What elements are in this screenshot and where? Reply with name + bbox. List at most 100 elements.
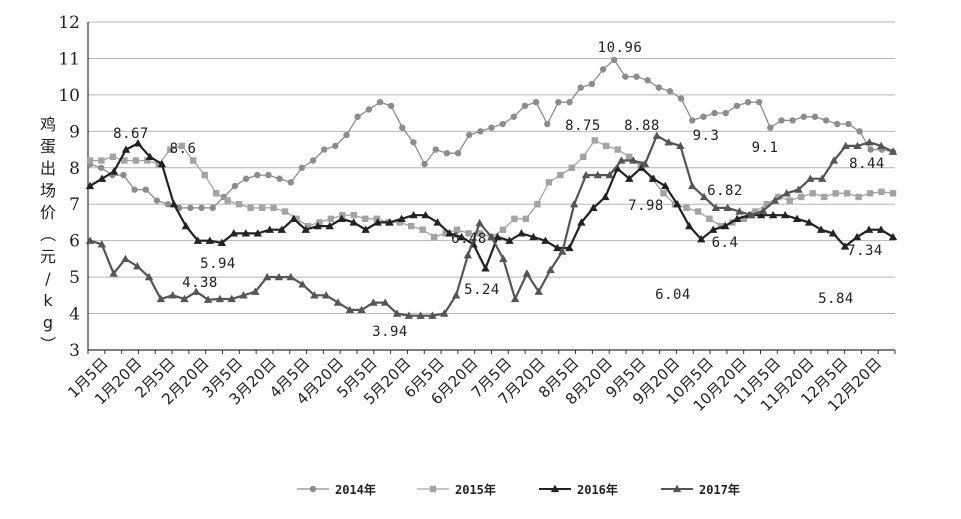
data-point [85,236,95,244]
data-point [97,240,107,248]
data-point [625,153,633,161]
data-point [212,190,220,197]
legend-item-2016年: 2016年 [539,482,618,497]
data-point [876,141,886,150]
data-point [145,152,155,160]
data-point [178,142,185,150]
data-point [392,309,402,317]
data-label: 8.75 [565,118,601,134]
data-point [580,153,587,161]
data-point [235,201,243,208]
data-point [732,214,742,222]
data-point [281,208,289,215]
data-point [676,141,685,150]
data-point [577,84,584,91]
data-point [242,175,250,182]
y-axis-label-char: 蛋 [40,137,56,156]
data-point [499,226,507,233]
data-point [544,120,551,128]
data-point [229,229,239,237]
data-point [217,238,227,247]
data-point [856,128,863,135]
y-axis-label-char: g [43,313,53,332]
data-point [817,174,827,182]
data-annotations: 10.96 8.67 8.6 8.75 8.88 9.3 9.1 8.44 7.34 7.98 6.… [113,40,885,340]
data-point [709,225,718,233]
series-2014年 [86,56,897,212]
data-point [622,73,629,80]
data-point [499,254,508,263]
data-point [109,269,118,277]
data-point [475,218,484,227]
data-point [156,294,166,303]
data-point [689,117,696,124]
legend-label: 2016年 [577,482,618,497]
data-point [339,211,346,219]
data-point [144,157,151,164]
data-point [852,232,862,241]
data-point [180,294,189,303]
data-point [301,225,310,233]
data-point [798,193,805,201]
data-point [133,261,142,270]
data-point [193,236,203,244]
data-point [385,218,394,226]
data-point [510,113,518,120]
data-point [157,159,167,168]
data-label: 8.44 [849,156,885,172]
data-point [545,179,553,186]
data-point [660,190,667,197]
data-point [510,294,520,303]
data-point [373,218,382,226]
data-point [97,164,105,171]
data-point [224,197,231,204]
data-point [361,225,370,233]
data-point [794,185,803,193]
data-point [756,210,766,219]
legend-label: 2015年 [455,482,496,497]
data-point [711,203,721,212]
data-point [316,219,323,226]
data-point [209,204,216,212]
data-point [190,157,197,164]
data-point [397,214,406,222]
data-point [820,193,828,201]
data-point [581,170,591,179]
data-point [888,232,898,241]
data-point [304,222,312,230]
data-point [451,291,461,299]
legend-marker [429,485,437,493]
series-2016年 [85,139,898,272]
data-point [589,203,598,212]
data-point [534,201,541,208]
data-point [286,272,295,281]
data-point [717,222,725,230]
data-point [565,243,574,252]
data-point [277,225,286,233]
data-point [109,167,119,175]
data-point [310,291,319,299]
data-point [357,305,366,314]
data-point [164,201,172,208]
series-lines [85,56,898,319]
data-point [593,170,602,179]
data-point [131,186,138,193]
data-point [511,215,518,222]
data-point [332,142,339,150]
data-point [867,146,874,153]
data-point [265,225,274,233]
data-point [155,160,163,168]
data-point [381,298,390,306]
y-axis-label-char: k [43,291,53,310]
data-label: 6.82 [707,183,743,199]
data-point [534,287,543,295]
data-point [289,214,298,222]
data-point [809,190,816,197]
data-point [333,298,343,306]
data-point [767,124,774,131]
data-point [408,222,415,230]
data-point [811,113,819,120]
y-tick-label: 9 [69,122,80,142]
data-point [477,128,484,135]
